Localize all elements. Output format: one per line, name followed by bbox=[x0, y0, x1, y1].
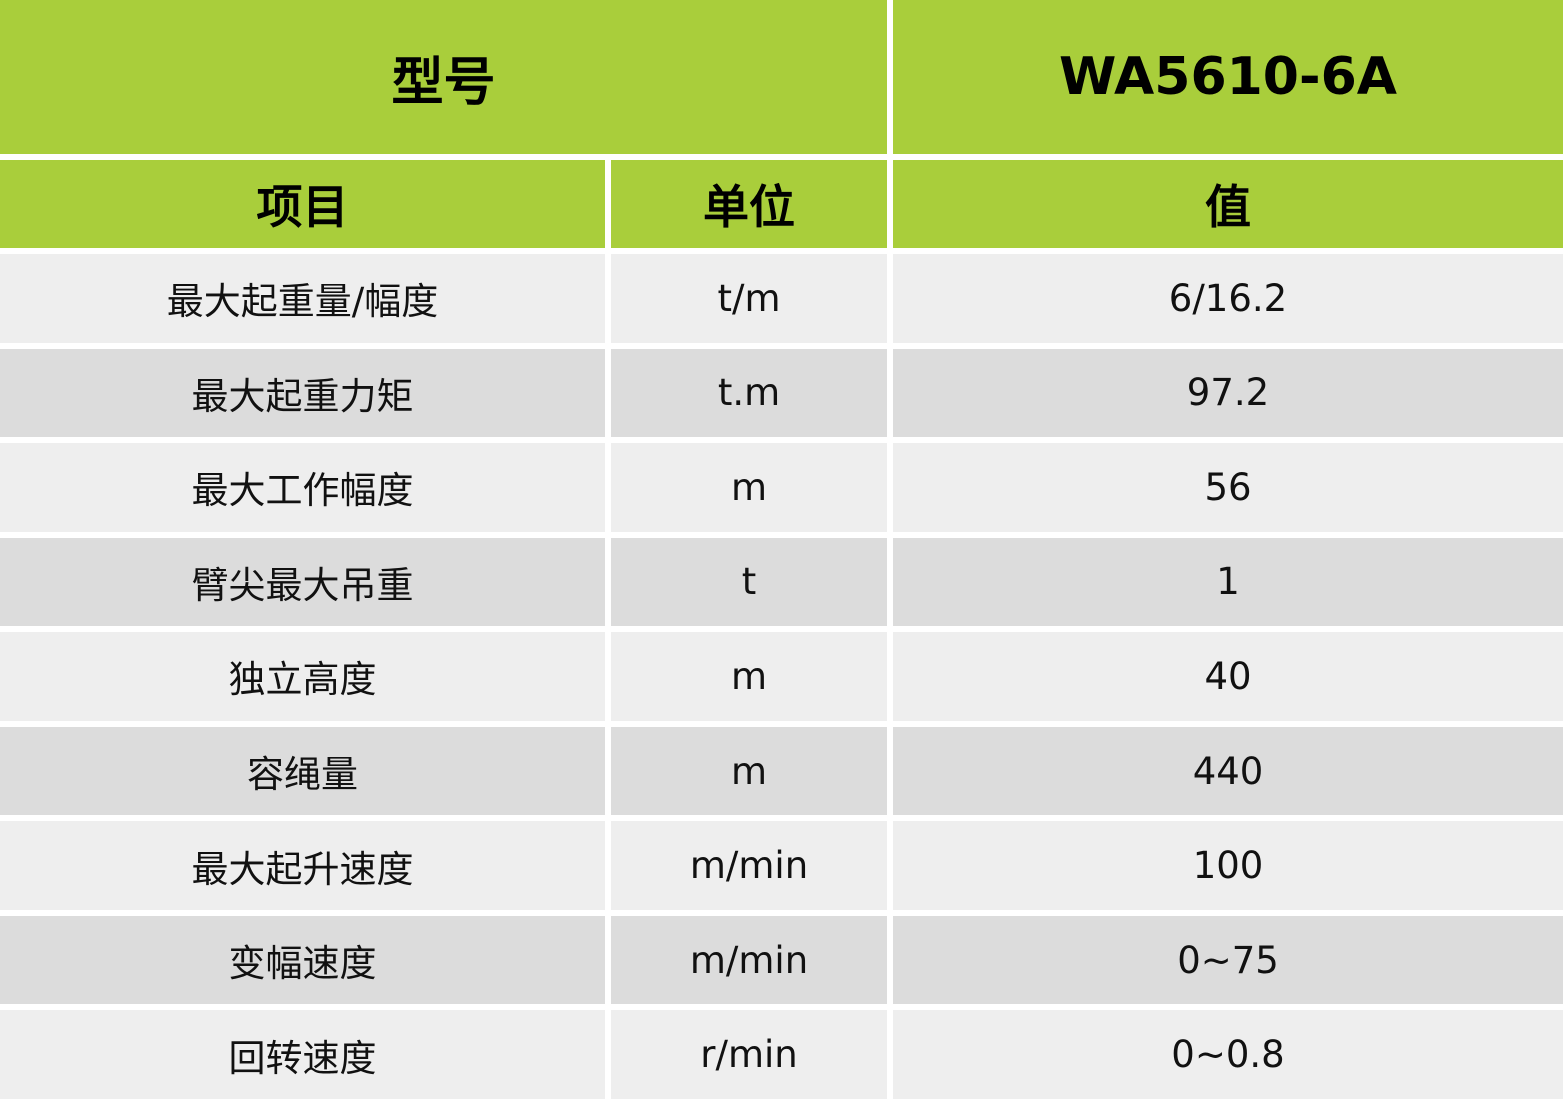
table-cell-unit: t bbox=[611, 537, 887, 627]
table-cell-value: 40 bbox=[893, 632, 1563, 721]
table-cell-unit: t.m bbox=[611, 348, 887, 438]
column-header-item: 项目 bbox=[0, 160, 605, 248]
table-cell-value: 0~0.8 bbox=[893, 1010, 1563, 1099]
model-label: 型号 bbox=[0, 0, 887, 154]
table-cell-item: 最大工作幅度 bbox=[0, 443, 605, 532]
table-cell-item: 回转速度 bbox=[0, 1010, 605, 1099]
table-cell-value: 100 bbox=[893, 821, 1563, 910]
table-cell-item: 最大起重量/幅度 bbox=[0, 254, 605, 343]
table-cell-value: 6/16.2 bbox=[893, 254, 1563, 343]
table-cell-unit: m/min bbox=[611, 821, 887, 910]
table-cell-unit: m bbox=[611, 443, 887, 532]
table-cell-item: 容绳量 bbox=[0, 726, 605, 816]
table-cell-value: 0~75 bbox=[893, 915, 1563, 1005]
table-cell-value: 56 bbox=[893, 443, 1563, 532]
table-cell-unit: m bbox=[611, 632, 887, 721]
table-cell-unit: m/min bbox=[611, 915, 887, 1005]
table-cell-item: 最大起升速度 bbox=[0, 821, 605, 910]
table-cell-unit: r/min bbox=[611, 1010, 887, 1099]
table-cell-value: 440 bbox=[893, 726, 1563, 816]
table-cell-item: 最大起重力矩 bbox=[0, 348, 605, 438]
table-cell-unit: m bbox=[611, 726, 887, 816]
table-cell-item: 独立高度 bbox=[0, 632, 605, 721]
table-cell-value: 97.2 bbox=[893, 348, 1563, 438]
table-cell-unit: t/m bbox=[611, 254, 887, 343]
model-value: WA5610-6A bbox=[893, 0, 1563, 154]
column-header-unit: 单位 bbox=[611, 160, 887, 248]
table-cell-item: 变幅速度 bbox=[0, 915, 605, 1005]
table-cell-value: 1 bbox=[893, 537, 1563, 627]
column-header-value: 值 bbox=[893, 160, 1563, 248]
table-cell-item: 臂尖最大吊重 bbox=[0, 537, 605, 627]
